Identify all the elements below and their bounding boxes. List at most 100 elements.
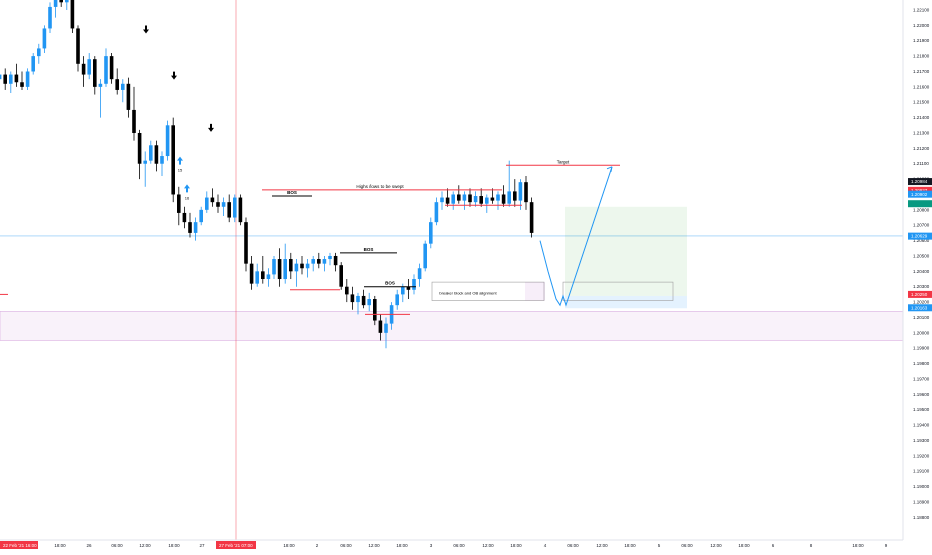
candle-body <box>328 255 332 260</box>
price-tick-label: 1.19500 <box>913 407 930 412</box>
candle-body <box>479 196 483 204</box>
candle-body <box>339 265 343 287</box>
price-tag <box>908 178 932 186</box>
time-tick-label: 06:00 <box>567 543 579 548</box>
candle-body <box>70 0 75 29</box>
candle-body <box>37 48 41 57</box>
candle-body <box>42 28 47 49</box>
price-tick-label: 1.20000 <box>913 330 930 335</box>
projection-path <box>539 166 613 307</box>
projected-box <box>562 281 674 301</box>
breaker-label: breaker block and OB alignment <box>439 290 497 295</box>
candle-body <box>193 222 198 233</box>
candle-body <box>345 286 349 295</box>
candle-body <box>98 83 103 87</box>
candle-body <box>423 243 427 269</box>
price-tag <box>908 186 932 194</box>
time-tick-label: 3 <box>430 543 433 548</box>
candle-body <box>507 191 511 204</box>
candle-body <box>76 28 80 64</box>
candle-body <box>406 286 411 290</box>
candle-body <box>93 59 97 87</box>
price-tick-label: 1.20800 <box>913 207 930 212</box>
candle-body <box>367 299 371 306</box>
candle-body <box>261 271 265 280</box>
candle-body <box>445 197 450 204</box>
candle-body <box>440 197 444 203</box>
time-tick-label: 18:00 <box>624 543 636 548</box>
price-tick-label: 1.21600 <box>913 84 930 89</box>
price-tick-label: 1.20300 <box>913 284 930 289</box>
candle-body <box>317 259 321 264</box>
down-arrow-icon <box>208 123 214 132</box>
time-tick-label: 12:00 <box>139 543 151 548</box>
candle-body <box>9 74 13 84</box>
price-tick-label: 1.20200 <box>913 300 930 305</box>
candle-body <box>289 259 293 272</box>
candle-body <box>165 125 170 157</box>
candle-body <box>356 295 360 303</box>
projection-arrowhead-icon <box>606 166 613 172</box>
price-tag-label: 1.20927 <box>911 188 928 193</box>
up-arrow-icon <box>184 184 190 193</box>
time-tag-left-label: 22 Feb '21 16:00 <box>3 543 37 548</box>
candle-body <box>378 320 383 333</box>
candle-body <box>255 271 259 284</box>
candle-body <box>109 56 114 80</box>
candle-body <box>395 294 399 306</box>
time-tick-label: 6 <box>772 543 775 548</box>
price-tick-label: 1.21800 <box>913 54 930 59</box>
candle-body <box>59 0 63 3</box>
candle-body <box>490 197 495 201</box>
candle-body <box>294 263 299 272</box>
price-tick-label: 1.20100 <box>913 315 930 320</box>
time-tick-label: 06:00 <box>453 543 465 548</box>
highs-lows-label: Highs /lows to be swept <box>356 184 404 189</box>
price-tick-label: 1.20700 <box>913 223 930 228</box>
price-axis[interactable] <box>903 0 932 540</box>
time-tick-label: 2 <box>316 543 319 548</box>
candle-body <box>266 274 271 280</box>
candle-body <box>227 202 231 218</box>
price-tag-label: 1.20902 <box>911 192 928 197</box>
time-tick-label: 9 <box>885 543 888 548</box>
time-tick-label: 06:00 <box>681 543 693 548</box>
candle-body <box>473 196 478 203</box>
price-tick-label: 1.19400 <box>913 423 930 428</box>
time-tick-label: 18:00 <box>510 543 522 548</box>
candle-body <box>417 268 422 280</box>
candle-body <box>283 259 287 280</box>
candle-body <box>518 182 523 201</box>
time-tick-label: 12:00 <box>710 543 722 548</box>
candle-body <box>333 255 338 266</box>
price-tag-label: 1.20250 <box>911 292 928 297</box>
candle-body <box>53 0 58 7</box>
price-tag-label: 1.20984 <box>911 179 928 184</box>
time-tick-label: 18:00 <box>738 543 750 548</box>
price-tick-label: 1.19000 <box>913 484 930 489</box>
time-axis[interactable] <box>0 540 932 550</box>
time-tag-mid-label: 27 Feb '21 07:00 <box>219 543 253 548</box>
time-tick-label: 18:00 <box>396 543 408 548</box>
candle-body <box>373 299 377 321</box>
candle-body <box>210 197 215 203</box>
candle-body <box>311 259 315 264</box>
candle-body <box>14 74 19 83</box>
price-tick-label: 1.19800 <box>913 361 930 366</box>
candle-body <box>199 209 203 223</box>
candle-body <box>524 182 528 203</box>
price-tick-label: 1.18900 <box>913 499 930 504</box>
candle-body <box>160 156 164 164</box>
arrow-number: 15 <box>178 168 183 173</box>
candle-body <box>384 323 388 333</box>
time-tick-label: 8 <box>810 543 813 548</box>
price-tag <box>908 190 932 198</box>
price-tick-label: 1.19300 <box>913 438 930 443</box>
candle-body <box>31 56 35 72</box>
candle-body <box>177 194 181 213</box>
time-tick-label: 5 <box>658 543 661 548</box>
price-tag <box>908 232 932 240</box>
